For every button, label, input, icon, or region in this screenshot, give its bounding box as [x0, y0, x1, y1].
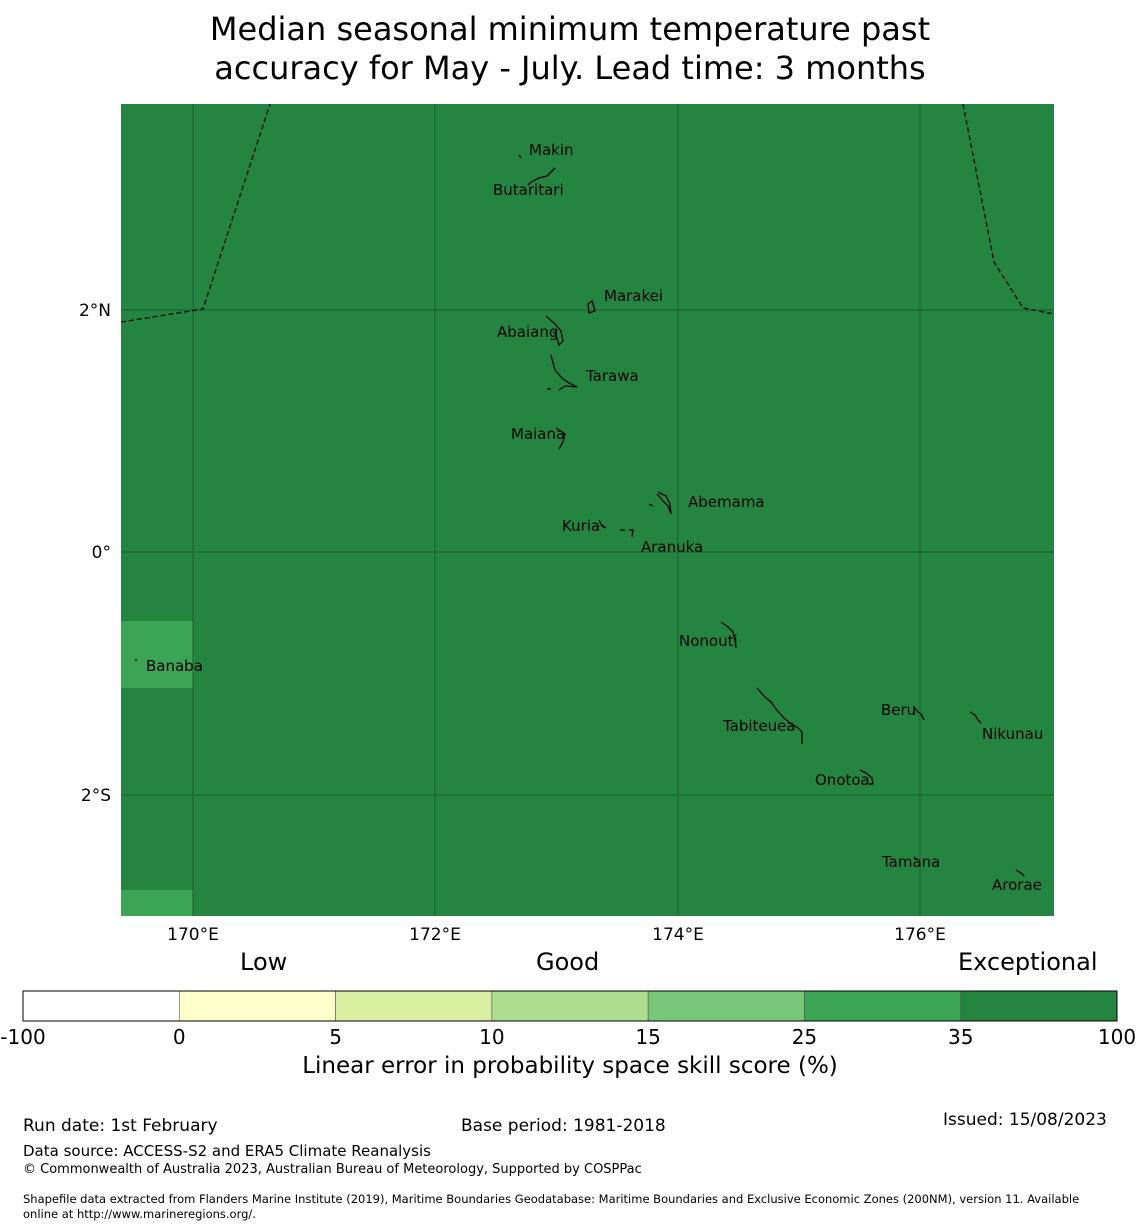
island-label: Nikunau [982, 725, 1043, 743]
colorbar-tick-label: 25 [792, 1025, 817, 1049]
colorbar-bin [960, 990, 1118, 1022]
colorbar-label: Linear error in probability space skill … [302, 1053, 838, 1079]
chart-title: Median seasonal minimum temperature past… [0, 10, 1140, 88]
island-label: Aranuka [641, 538, 703, 556]
y-tick-label: 0° [92, 543, 111, 563]
colorbar-tick-label: 35 [948, 1025, 973, 1049]
run-date: Run date: 1st February [23, 1116, 218, 1136]
colorbar-tick-label: -100 [0, 1025, 45, 1049]
colorbar-bin [804, 990, 962, 1022]
island-label: Onotoa [815, 771, 870, 789]
island-label: Abaiang [497, 323, 558, 341]
island-label: Beru [881, 701, 916, 719]
island-labels: Makin Butaritari Marakei Abaiang Tarawa … [146, 141, 1043, 894]
title-line-2: accuracy for May - July. Lead time: 3 mo… [214, 49, 926, 87]
colorbar-tick-label: 15 [635, 1025, 660, 1049]
island-label: Banaba [146, 657, 203, 675]
eez-boundaries [120, 103, 1055, 323]
colorbar-category-low: Low [240, 948, 288, 976]
graticule [121, 104, 1054, 916]
x-tick-label: 176°E [894, 925, 946, 945]
island-label: Tarawa [585, 367, 639, 385]
island-label: Nonouti [679, 632, 738, 650]
title-line-1: Median seasonal minimum temperature past [209, 10, 931, 48]
island-outlines [135, 154, 1025, 877]
island-label: Maiana [511, 425, 565, 443]
island-label: Arorae [992, 876, 1042, 894]
x-tick-label: 174°E [652, 925, 704, 945]
x-tick-label: 172°E [409, 925, 461, 945]
skill-field-exceptional [121, 104, 1054, 916]
colorbar-bin [335, 990, 493, 1022]
colorbar-tick-label: 5 [329, 1025, 342, 1049]
colorbar: -100 0 5 10 15 25 35 100 [0, 990, 1136, 1049]
colorbar-category-good: Good [536, 948, 600, 976]
colorbar-bin [22, 990, 180, 1022]
y-tick-label: 2°S [81, 786, 111, 806]
island-label: Butaritari [493, 181, 564, 199]
skill-cell-very-good [121, 621, 193, 688]
shapefile-credit-line-2: online at http://www.marineregions.org/. [23, 1207, 256, 1221]
island-label: Abemama [688, 493, 765, 511]
shapefile-credit-line-1: Shapefile data extracted from Flanders M… [23, 1192, 1080, 1206]
issued-date: Issued: 15/08/2023 [943, 1110, 1107, 1130]
colorbar-tick-label: 100 [1098, 1025, 1136, 1049]
island-label: Kuria [562, 517, 600, 535]
y-tick-label: 2°N [79, 301, 111, 321]
map: Makin Butaritari Marakei Abaiang Tarawa … [79, 103, 1055, 945]
copyright: © Commonwealth of Australia 2023, Austra… [23, 1162, 642, 1177]
island-label: Tamana [881, 853, 940, 871]
colorbar-bin [647, 990, 805, 1022]
colorbar-bin [178, 990, 336, 1022]
colorbar-bin [491, 990, 649, 1022]
x-tick-label: 170°E [167, 925, 219, 945]
axis-ticks: 170°E 172°E 174°E 176°E 2°N 0° 2°S [79, 301, 946, 945]
skill-cell-very-good [121, 890, 193, 916]
colorbar-category-exceptional: Exceptional [958, 948, 1098, 976]
island-label: Marakei [604, 287, 663, 305]
island-label: Makin [529, 141, 574, 159]
island-label: Tabiteuea [722, 717, 796, 735]
data-source: Data source: ACCESS-S2 and ERA5 Climate … [23, 1142, 431, 1160]
colorbar-frame [22, 990, 1118, 1022]
base-period: Base period: 1981-2018 [461, 1116, 666, 1136]
colorbar-tick-label: 0 [173, 1025, 186, 1049]
colorbar-tick-label: 10 [479, 1025, 504, 1049]
